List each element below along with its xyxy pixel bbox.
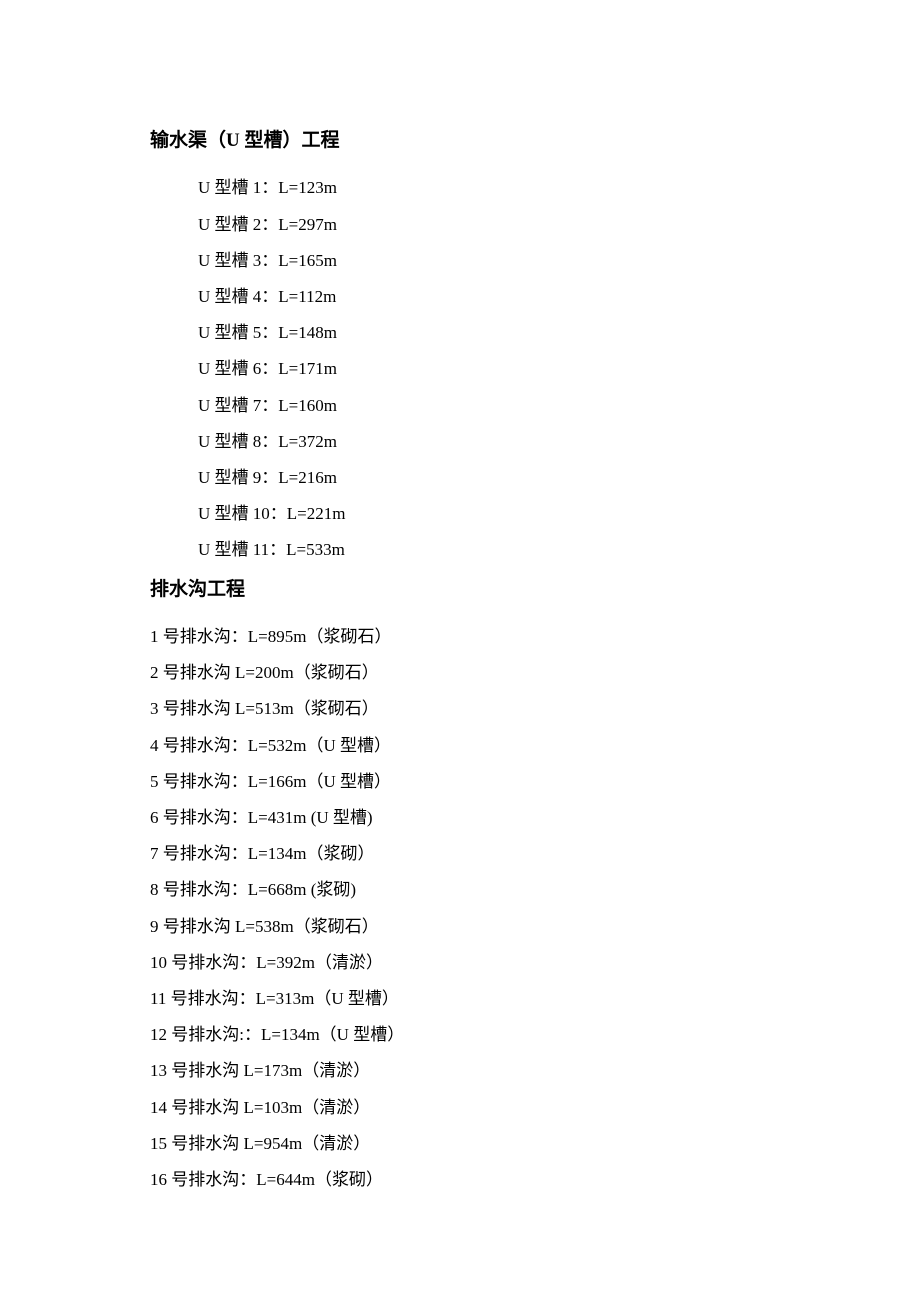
list-item: U 型槽 9：L=216m <box>198 460 770 496</box>
list-item: 9 号排水沟 L=538m（浆砌石） <box>150 909 770 945</box>
u-trough-list: U 型槽 1：L=123m U 型槽 2：L=297m U 型槽 3：L=165… <box>150 170 770 568</box>
list-item: U 型槽 3：L=165m <box>198 243 770 279</box>
list-item: U 型槽 11：L=533m <box>198 532 770 568</box>
list-item: U 型槽 10：L=221m <box>198 496 770 532</box>
list-item: U 型槽 2：L=297m <box>198 207 770 243</box>
list-item: 10 号排水沟：L=392m（清淤） <box>150 945 770 981</box>
list-item: 2 号排水沟 L=200m（浆砌石） <box>150 655 770 691</box>
list-item: 8 号排水沟：L=668m (浆砌) <box>150 872 770 908</box>
list-item: 12 号排水沟:：L=134m（U 型槽） <box>150 1017 770 1053</box>
list-item: 13 号排水沟 L=173m（清淤） <box>150 1053 770 1089</box>
list-item: U 型槽 6：L=171m <box>198 351 770 387</box>
list-item: 15 号排水沟 L=954m（清淤） <box>150 1126 770 1162</box>
list-item: 14 号排水沟 L=103m（清淤） <box>150 1090 770 1126</box>
section1-heading: 输水渠（U 型槽）工程 <box>150 126 770 156</box>
list-item: 7 号排水沟：L=134m（浆砌） <box>150 836 770 872</box>
list-item: 16 号排水沟：L=644m（浆砌） <box>150 1162 770 1198</box>
drainage-list: 1 号排水沟：L=895m（浆砌石） 2 号排水沟 L=200m（浆砌石） 3 … <box>150 619 770 1198</box>
list-item: 11 号排水沟：L=313m（U 型槽） <box>150 981 770 1017</box>
list-item: 4 号排水沟：L=532m（U 型槽） <box>150 728 770 764</box>
list-item: 1 号排水沟：L=895m（浆砌石） <box>150 619 770 655</box>
list-item: U 型槽 5：L=148m <box>198 315 770 351</box>
list-item: U 型槽 8：L=372m <box>198 424 770 460</box>
list-item: U 型槽 7：L=160m <box>198 388 770 424</box>
list-item: 5 号排水沟：L=166m（U 型槽） <box>150 764 770 800</box>
list-item: 3 号排水沟 L=513m（浆砌石） <box>150 691 770 727</box>
list-item: 6 号排水沟：L=431m (U 型槽) <box>150 800 770 836</box>
section2-heading: 排水沟工程 <box>150 575 770 605</box>
list-item: U 型槽 4：L=112m <box>198 279 770 315</box>
list-item: U 型槽 1：L=123m <box>198 170 770 206</box>
